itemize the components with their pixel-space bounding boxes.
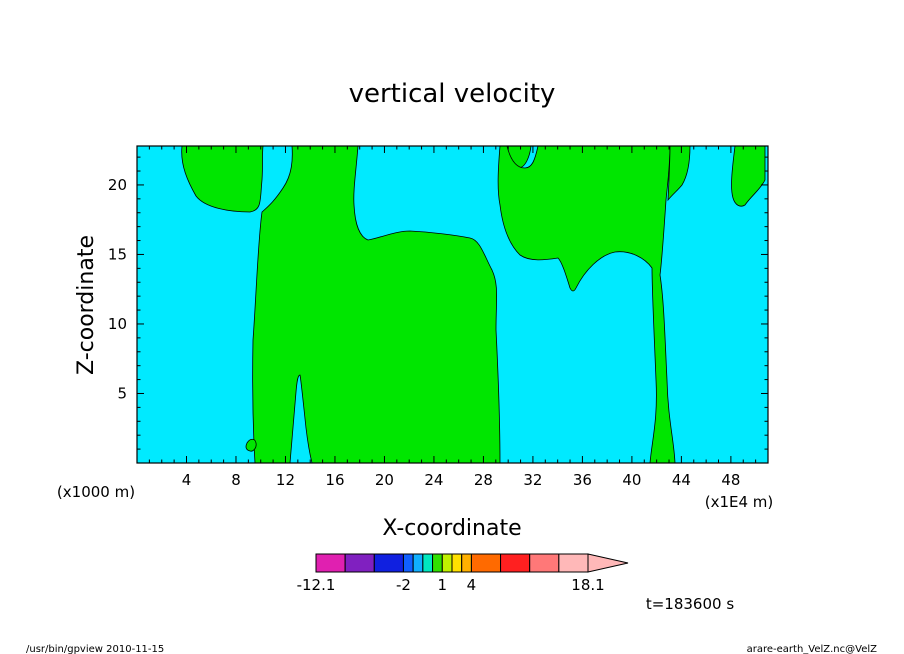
colorbar-tick-label: 1 (438, 576, 448, 594)
footer-right: arare-earth_VelZ.nc@VelZ (747, 644, 878, 654)
colorbar-segment (470, 553, 502, 573)
x-tick-label: 36 (573, 471, 592, 489)
footer-left: /usr/bin/gpview 2010-11-15 (26, 644, 164, 654)
colorbar-segment (344, 553, 375, 573)
colorbar-segment (461, 553, 472, 573)
x-unit-label: (x1E4 m) (705, 493, 774, 511)
colorbar-segment (373, 553, 404, 573)
x-tick-label: 48 (721, 471, 740, 489)
colorbar-tick-label: 4 (467, 576, 477, 594)
colorbar-segment (432, 553, 443, 573)
colorbar-segment (500, 553, 531, 573)
y-axis-label: Z-coordinate (74, 235, 99, 375)
y-tick-label: 5 (117, 384, 127, 402)
x-tick-label: 16 (325, 471, 344, 489)
colorbar-labels: -12.1 -2 1 4 18.1 (297, 576, 605, 594)
chart-title: vertical velocity (349, 79, 556, 109)
y-axis: 5 10 15 20 (108, 156, 768, 450)
colorbar (315, 553, 629, 573)
y-tick-label: 20 (108, 176, 127, 194)
x-tick-label: 40 (622, 471, 641, 489)
y-unit-label: (x1000 m) (57, 483, 135, 501)
colorbar-segment (315, 553, 346, 573)
colorbar-tick-label: -2 (396, 576, 411, 594)
colorbar-segment (402, 553, 414, 573)
plot-frame (136, 145, 769, 464)
x-axis-label: X-coordinate (382, 516, 521, 541)
positive-region-3 (497, 145, 676, 464)
x-tick-label: 32 (523, 471, 542, 489)
time-label: t=183600 s (646, 595, 734, 613)
positive-region-5 (731, 145, 766, 207)
positive-eddy (245, 438, 257, 452)
colorbar-segment (412, 553, 424, 573)
colorbar-segment (529, 553, 560, 573)
plot-area (136, 145, 769, 464)
x-tick-label: 44 (672, 471, 691, 489)
x-tick-label: 20 (375, 471, 394, 489)
positive-region-1 (160, 145, 501, 464)
colorbar-segment (441, 553, 453, 573)
y-tick-label: 15 (108, 245, 127, 263)
positive-region-4 (667, 145, 691, 202)
x-axis: 4 8 12 16 20 24 28 32 36 40 44 48 (148, 146, 757, 489)
colorbar-tick-label: 18.1 (571, 576, 604, 594)
x-tick-label: 4 (182, 471, 192, 489)
colorbar-segment (451, 553, 463, 573)
colorbar-arrow (587, 553, 629, 573)
y-tick-label: 10 (108, 315, 127, 333)
x-tick-label: 28 (474, 471, 493, 489)
x-tick-label: 24 (424, 471, 443, 489)
x-tick-label: 8 (231, 471, 241, 489)
x-tick-label: 12 (276, 471, 295, 489)
colorbar-segment (558, 553, 589, 573)
colorbar-tick-label: -12.1 (297, 576, 336, 594)
colorbar-segment (422, 553, 434, 573)
